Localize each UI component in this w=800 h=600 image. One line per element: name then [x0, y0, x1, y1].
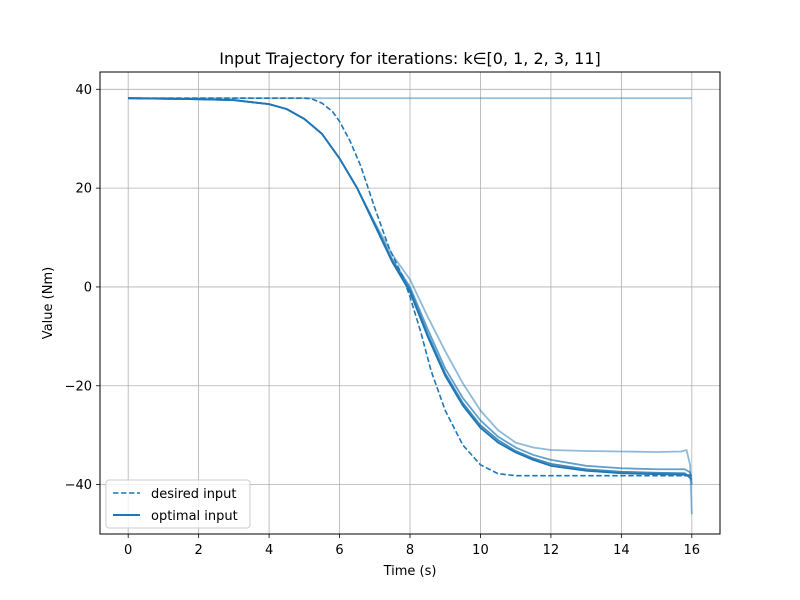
series-line-5	[128, 97, 693, 481]
y-axis-label: Value (Nm)	[41, 267, 56, 339]
y-tick-label: −40	[65, 478, 92, 493]
x-tick-label: 10	[472, 543, 489, 558]
y-tick-label: 0	[84, 280, 92, 295]
y-tick-label: 20	[75, 182, 92, 197]
x-tick-label: 12	[543, 543, 560, 558]
legend-label-optimal: optimal input	[151, 509, 238, 524]
x-axis-label: Time (s)	[383, 564, 437, 579]
chart-title: Input Trajectory for iterations: k∈[0, 1…	[219, 49, 601, 68]
series-layer	[128, 97, 693, 515]
x-tick-label: 6	[335, 543, 343, 558]
grid-layer	[100, 72, 720, 534]
y-tick-label: −20	[65, 379, 92, 394]
x-tick-label: 4	[265, 543, 273, 558]
x-tick-label: 8	[406, 543, 414, 558]
y-tick-label: 40	[75, 83, 92, 98]
x-tick-label: 2	[194, 543, 202, 558]
x-tick-label: 0	[124, 543, 132, 558]
legend: desired input optimal input	[105, 479, 251, 529]
y-axis-ticks: 40 20 0 −20 −40	[65, 83, 100, 493]
x-tick-label: 16	[684, 543, 701, 558]
legend-label-desired: desired input	[151, 487, 237, 502]
legend-box	[105, 479, 251, 529]
x-tick-label: 14	[613, 543, 630, 558]
x-axis-ticks: 0 2 4 6 8 10 12 14 16	[124, 534, 700, 558]
series-line-0	[128, 97, 692, 477]
